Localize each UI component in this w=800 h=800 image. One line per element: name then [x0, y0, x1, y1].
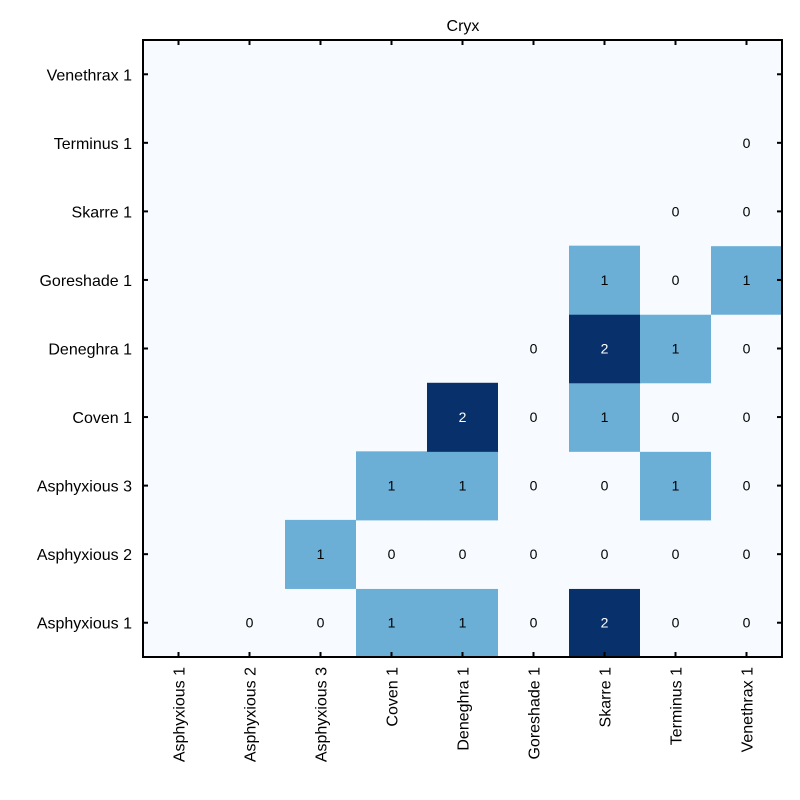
heatmap-cell-label: 1 — [743, 272, 751, 288]
heatmap-cell-label: 2 — [601, 615, 609, 631]
heatmap-cell-label: 0 — [672, 272, 680, 288]
heatmap-cell-label: 1 — [672, 478, 680, 494]
heatmap-cell — [427, 451, 499, 521]
chart-title: Cryx — [447, 18, 480, 35]
heatmap-cell — [498, 519, 570, 589]
heatmap-cell — [356, 519, 428, 589]
x-tick-label: Deneghra 1 — [456, 667, 473, 751]
y-tick-label: Goreshade 1 — [39, 273, 132, 290]
heatmap-cell-label: 0 — [743, 341, 751, 357]
heatmap-cell-label: 0 — [530, 546, 538, 562]
heatmap-cell-label: 2 — [459, 409, 467, 425]
heatmap-cell-label: 1 — [388, 615, 396, 631]
heatmap-cell-label: 0 — [672, 409, 680, 425]
heatmap-cell-label: 1 — [388, 478, 396, 494]
heatmap-cell — [711, 177, 783, 247]
x-tick-label: Terminus 1 — [669, 667, 686, 745]
heatmap-cell-label: 0 — [743, 615, 751, 631]
heatmap-cell-label: 0 — [743, 478, 751, 494]
heatmap-cell — [640, 588, 712, 658]
axis-ticks — [143, 40, 782, 657]
x-axis-tick-labels: Asphyxious 1 Asphyxious 2 Asphyxious 3 Cove… — [172, 667, 757, 762]
x-tick-label: Coven 1 — [385, 667, 402, 727]
heatmap-cell — [711, 108, 783, 178]
y-tick-label: Coven 1 — [72, 410, 132, 427]
heatmap-cell — [427, 588, 499, 658]
heatmap-cell — [640, 245, 712, 315]
heatmap-cell-label: 0 — [672, 546, 680, 562]
heatmap-cell — [356, 451, 428, 521]
heatmap-cell — [498, 382, 570, 452]
heatmap-cell-label: 0 — [743, 203, 751, 219]
heatmap-cell-label: 0 — [601, 478, 609, 494]
heatmap-cell-label: 0 — [317, 615, 325, 631]
heatmap-cell-label: 0 — [530, 615, 538, 631]
heatmap-cell — [498, 314, 570, 384]
heatmap-cell-label: 0 — [601, 546, 609, 562]
heatmap-cell — [427, 382, 499, 452]
x-tick-label: Asphyxious 1 — [172, 667, 189, 762]
heatmap-cell-label: 0 — [743, 409, 751, 425]
heatmap-cell — [640, 177, 712, 247]
heatmap-cell — [640, 382, 712, 452]
heatmap-cell — [214, 588, 286, 658]
y-tick-label: Asphyxious 3 — [37, 479, 132, 496]
heatmap-cell — [640, 519, 712, 589]
heatmap-cell — [569, 519, 641, 589]
heatmap-cell-label: 0 — [459, 546, 467, 562]
heatmap-cell — [285, 588, 357, 658]
y-tick-label: Asphyxious 2 — [37, 547, 132, 564]
heatmap-cell-label: 0 — [246, 615, 254, 631]
y-tick-label: Terminus 1 — [54, 136, 132, 153]
heatmap-cell-label: 0 — [388, 546, 396, 562]
heatmap-cell — [711, 451, 783, 521]
y-tick-label: Venethrax 1 — [47, 67, 133, 84]
heatmap-cell-label: 1 — [459, 478, 467, 494]
heatmap-cell-labels: 0 0 1 1 0 2 0 0 1 0 0 0 0 0 0 1 1 0 0 1 0 2 0 1 0 0 0 2 1 0 1 0 1 0 0 0 — [246, 135, 751, 631]
heatmap-cells — [143, 40, 783, 658]
heatmap-cell-label: 2 — [601, 341, 609, 357]
heatmap-cell — [711, 382, 783, 452]
heatmap-cell — [569, 382, 641, 452]
heatmap-cell — [285, 519, 357, 589]
x-tick-label: Asphyxious 3 — [314, 667, 331, 762]
heatmap-cell — [356, 588, 428, 658]
heatmap-cell-label: 0 — [530, 409, 538, 425]
y-tick-label: Skarre 1 — [72, 204, 133, 221]
x-tick-label: Asphyxious 2 — [243, 667, 260, 762]
y-tick-label: Deneghra 1 — [48, 342, 132, 359]
heatmap-cell — [569, 314, 641, 384]
heatmap-cell — [711, 519, 783, 589]
heatmap-cell-label: 1 — [601, 272, 609, 288]
heatmap-cell — [569, 451, 641, 521]
heatmap-cell-label: 0 — [530, 478, 538, 494]
heatmap-cell — [498, 588, 570, 658]
heatmap-cell-label: 0 — [672, 203, 680, 219]
heatmap-cell — [498, 451, 570, 521]
y-axis-tick-labels: Asphyxious 1 Asphyxious 2 Asphyxious 3 Cove… — [37, 67, 132, 632]
heatmap-cell-label: 0 — [672, 615, 680, 631]
y-tick-label: Asphyxious 1 — [37, 616, 132, 633]
heatmap-cell-label: 1 — [317, 546, 325, 562]
heatmap-cell-label: 0 — [530, 341, 538, 357]
heatmap-cell-label: 1 — [601, 409, 609, 425]
heatmap-cell — [640, 451, 712, 521]
heatmap-cell — [711, 314, 783, 384]
heatmap-cell — [427, 519, 499, 589]
x-tick-label: Venethrax 1 — [740, 667, 757, 753]
heatmap-cell — [711, 588, 783, 658]
heatmap-cell — [711, 245, 783, 315]
heatmap-cell-label: 1 — [459, 615, 467, 631]
heatmap-cell — [569, 245, 641, 315]
heatmap-cell-label: 1 — [672, 341, 680, 357]
heatmap-cell — [569, 588, 641, 658]
x-tick-label: Skarre 1 — [598, 667, 615, 728]
heatmap-cell-label: 0 — [743, 546, 751, 562]
heatmap-cell-label: 0 — [743, 135, 751, 151]
x-tick-label: Goreshade 1 — [527, 667, 544, 760]
heatmap-cell — [640, 314, 712, 384]
